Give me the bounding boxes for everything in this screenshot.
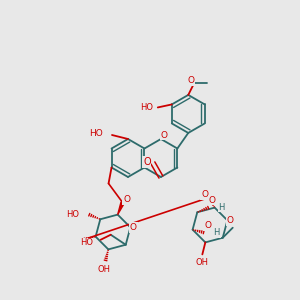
Text: HO: HO [80,238,93,247]
Text: HO: HO [89,130,103,139]
Text: O: O [209,196,216,205]
Text: O: O [188,76,195,85]
Text: H: H [218,203,225,212]
Text: OH: OH [196,258,209,267]
Text: O: O [143,157,151,167]
Text: H: H [214,228,220,237]
Text: OH: OH [98,265,111,274]
Text: O: O [123,195,130,204]
Text: O: O [227,216,234,225]
Text: O: O [201,190,208,199]
Text: O: O [204,221,211,230]
Text: O: O [130,223,137,232]
Text: O: O [160,130,167,140]
Text: HO: HO [140,103,153,112]
Polygon shape [118,202,124,214]
Text: HO: HO [66,210,79,219]
